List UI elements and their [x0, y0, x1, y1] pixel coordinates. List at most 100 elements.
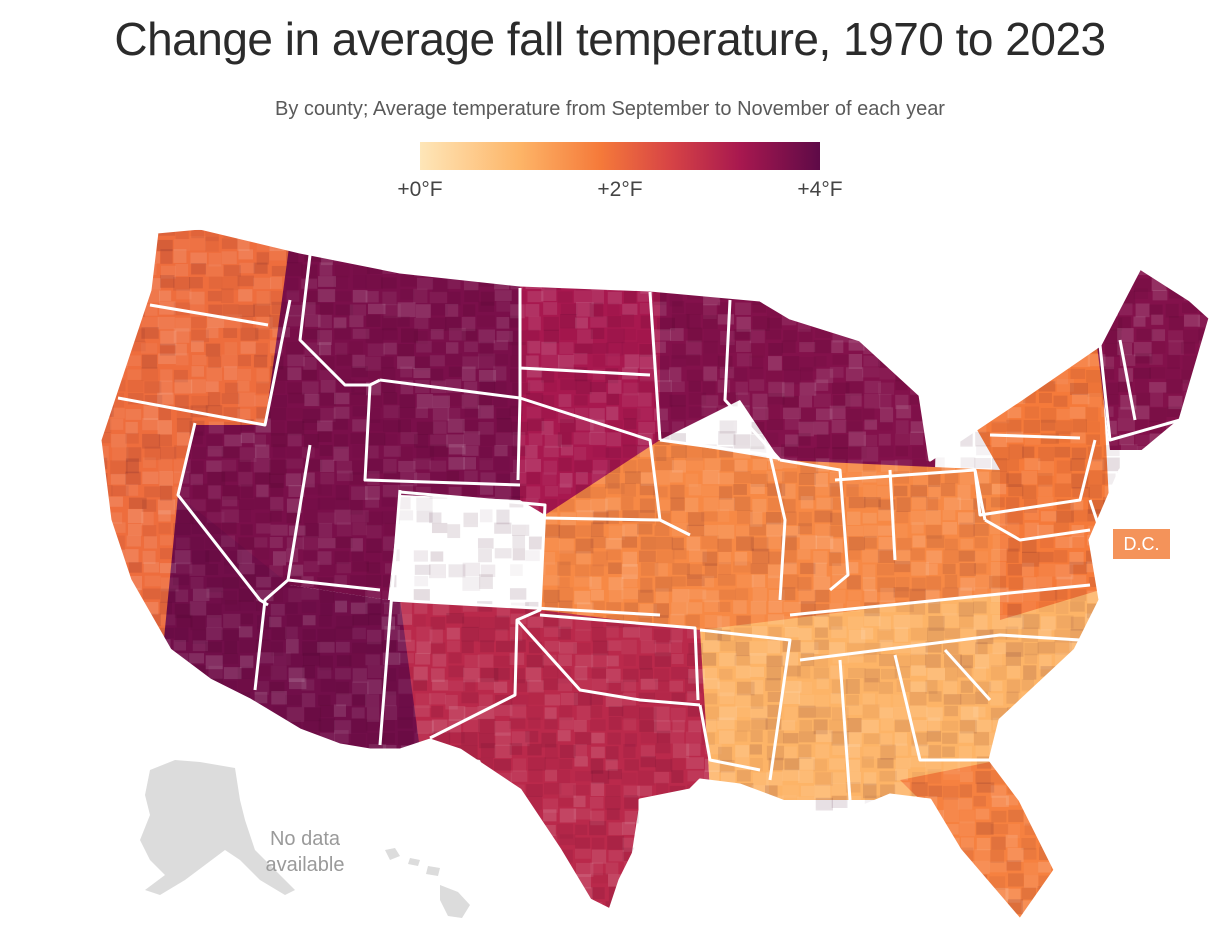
county-cell: [991, 238, 1010, 251]
county-cell: [125, 239, 142, 253]
county-cell: [928, 368, 941, 381]
county-cell: [317, 330, 333, 346]
county-cell: [847, 511, 861, 525]
county-cell: [1086, 823, 1105, 836]
county-cell: [717, 238, 732, 254]
county-cell: [317, 484, 332, 496]
county-cell: [110, 473, 127, 485]
county-cell: [350, 718, 368, 733]
county-cell: [320, 588, 335, 604]
county-cell: [254, 395, 269, 407]
county-cell: [686, 743, 701, 756]
county-cell: [639, 302, 653, 314]
county-cell: [413, 458, 431, 470]
county-cell: [717, 379, 731, 393]
county-cell: [640, 678, 659, 690]
county-cell: [112, 627, 131, 642]
county-cell: [1040, 743, 1057, 755]
county-cell: [431, 574, 446, 587]
county-cell: [351, 758, 367, 773]
county-cell: [624, 418, 637, 430]
county-cell: [781, 314, 797, 326]
county-cell: [942, 587, 960, 598]
county-cell: [448, 665, 465, 678]
region-northern-plains: [520, 260, 660, 520]
county-cell: [1184, 275, 1199, 291]
county-cell: [429, 693, 446, 705]
county-cell: [1038, 927, 1050, 936]
county-cell: [1133, 457, 1150, 469]
county-cell: [1102, 457, 1120, 472]
county-cell: [1037, 576, 1053, 589]
county-cell: [784, 680, 802, 693]
county-cell: [864, 329, 880, 340]
county-cell: [638, 613, 652, 624]
county-cell: [285, 639, 299, 654]
county-cell: [525, 238, 544, 254]
county-cell: [367, 665, 385, 679]
county-cell: [702, 667, 718, 680]
county-cell: [1022, 614, 1040, 629]
county-cell: [399, 603, 412, 615]
county-cell: [813, 276, 830, 292]
county-cell: [623, 654, 636, 667]
county-cell: [605, 497, 621, 511]
county-cell: [527, 757, 546, 771]
county-cell: [767, 691, 783, 703]
county-cell: [896, 537, 912, 551]
county-cell: [960, 457, 976, 468]
county-cell: [928, 472, 941, 488]
county-cell: [976, 381, 995, 395]
county-cell: [784, 418, 800, 430]
county-cell: [318, 276, 336, 287]
county-cell: [671, 576, 686, 587]
county-cell: [495, 849, 513, 862]
county-cell: [575, 302, 594, 317]
county-cell: [446, 537, 462, 553]
county-cell: [224, 862, 243, 874]
county-cell: [640, 915, 658, 920]
county-cell: [751, 626, 768, 637]
county-cell: [1151, 626, 1166, 638]
county-cell: [797, 796, 815, 810]
county-cell: [671, 770, 684, 783]
county-cell: [304, 342, 321, 357]
county-cell: [271, 720, 287, 731]
county-cell: [685, 340, 702, 356]
county-cell: [173, 640, 187, 651]
county-cell: [238, 626, 253, 638]
county-cell: [621, 704, 640, 720]
county-cell: [302, 615, 316, 626]
county-cell: [685, 228, 701, 235]
county-cell: [926, 707, 943, 721]
county-cell: [928, 785, 943, 798]
county-cell: [1119, 354, 1136, 366]
county-cell: [973, 795, 986, 807]
county-cell: [1182, 459, 1199, 471]
county-cell: [1053, 795, 1070, 810]
county-cell: [1181, 655, 1197, 669]
county-cell: [367, 925, 379, 936]
county-cell: [1023, 239, 1041, 250]
county-cell: [574, 848, 591, 859]
county-cell: [656, 317, 675, 331]
county-cell: [335, 641, 350, 653]
county-cell: [1168, 340, 1184, 356]
county-cell: [384, 915, 398, 920]
county-cell: [431, 522, 448, 534]
county-cell: [911, 522, 924, 534]
county-cell: [352, 642, 367, 654]
county-cell: [286, 769, 304, 783]
county-cell: [447, 551, 462, 565]
county-cell: [1005, 239, 1019, 252]
county-cell: [398, 419, 411, 433]
county-cell: [559, 550, 577, 566]
county-cell: [911, 369, 929, 381]
county-cell: [1103, 707, 1119, 721]
county-cell: [1037, 641, 1056, 654]
county-cell: [365, 356, 381, 371]
county-cell: [912, 876, 929, 889]
county-cell: [621, 264, 634, 278]
county-cell: [367, 238, 381, 253]
county-cell: [671, 875, 689, 887]
